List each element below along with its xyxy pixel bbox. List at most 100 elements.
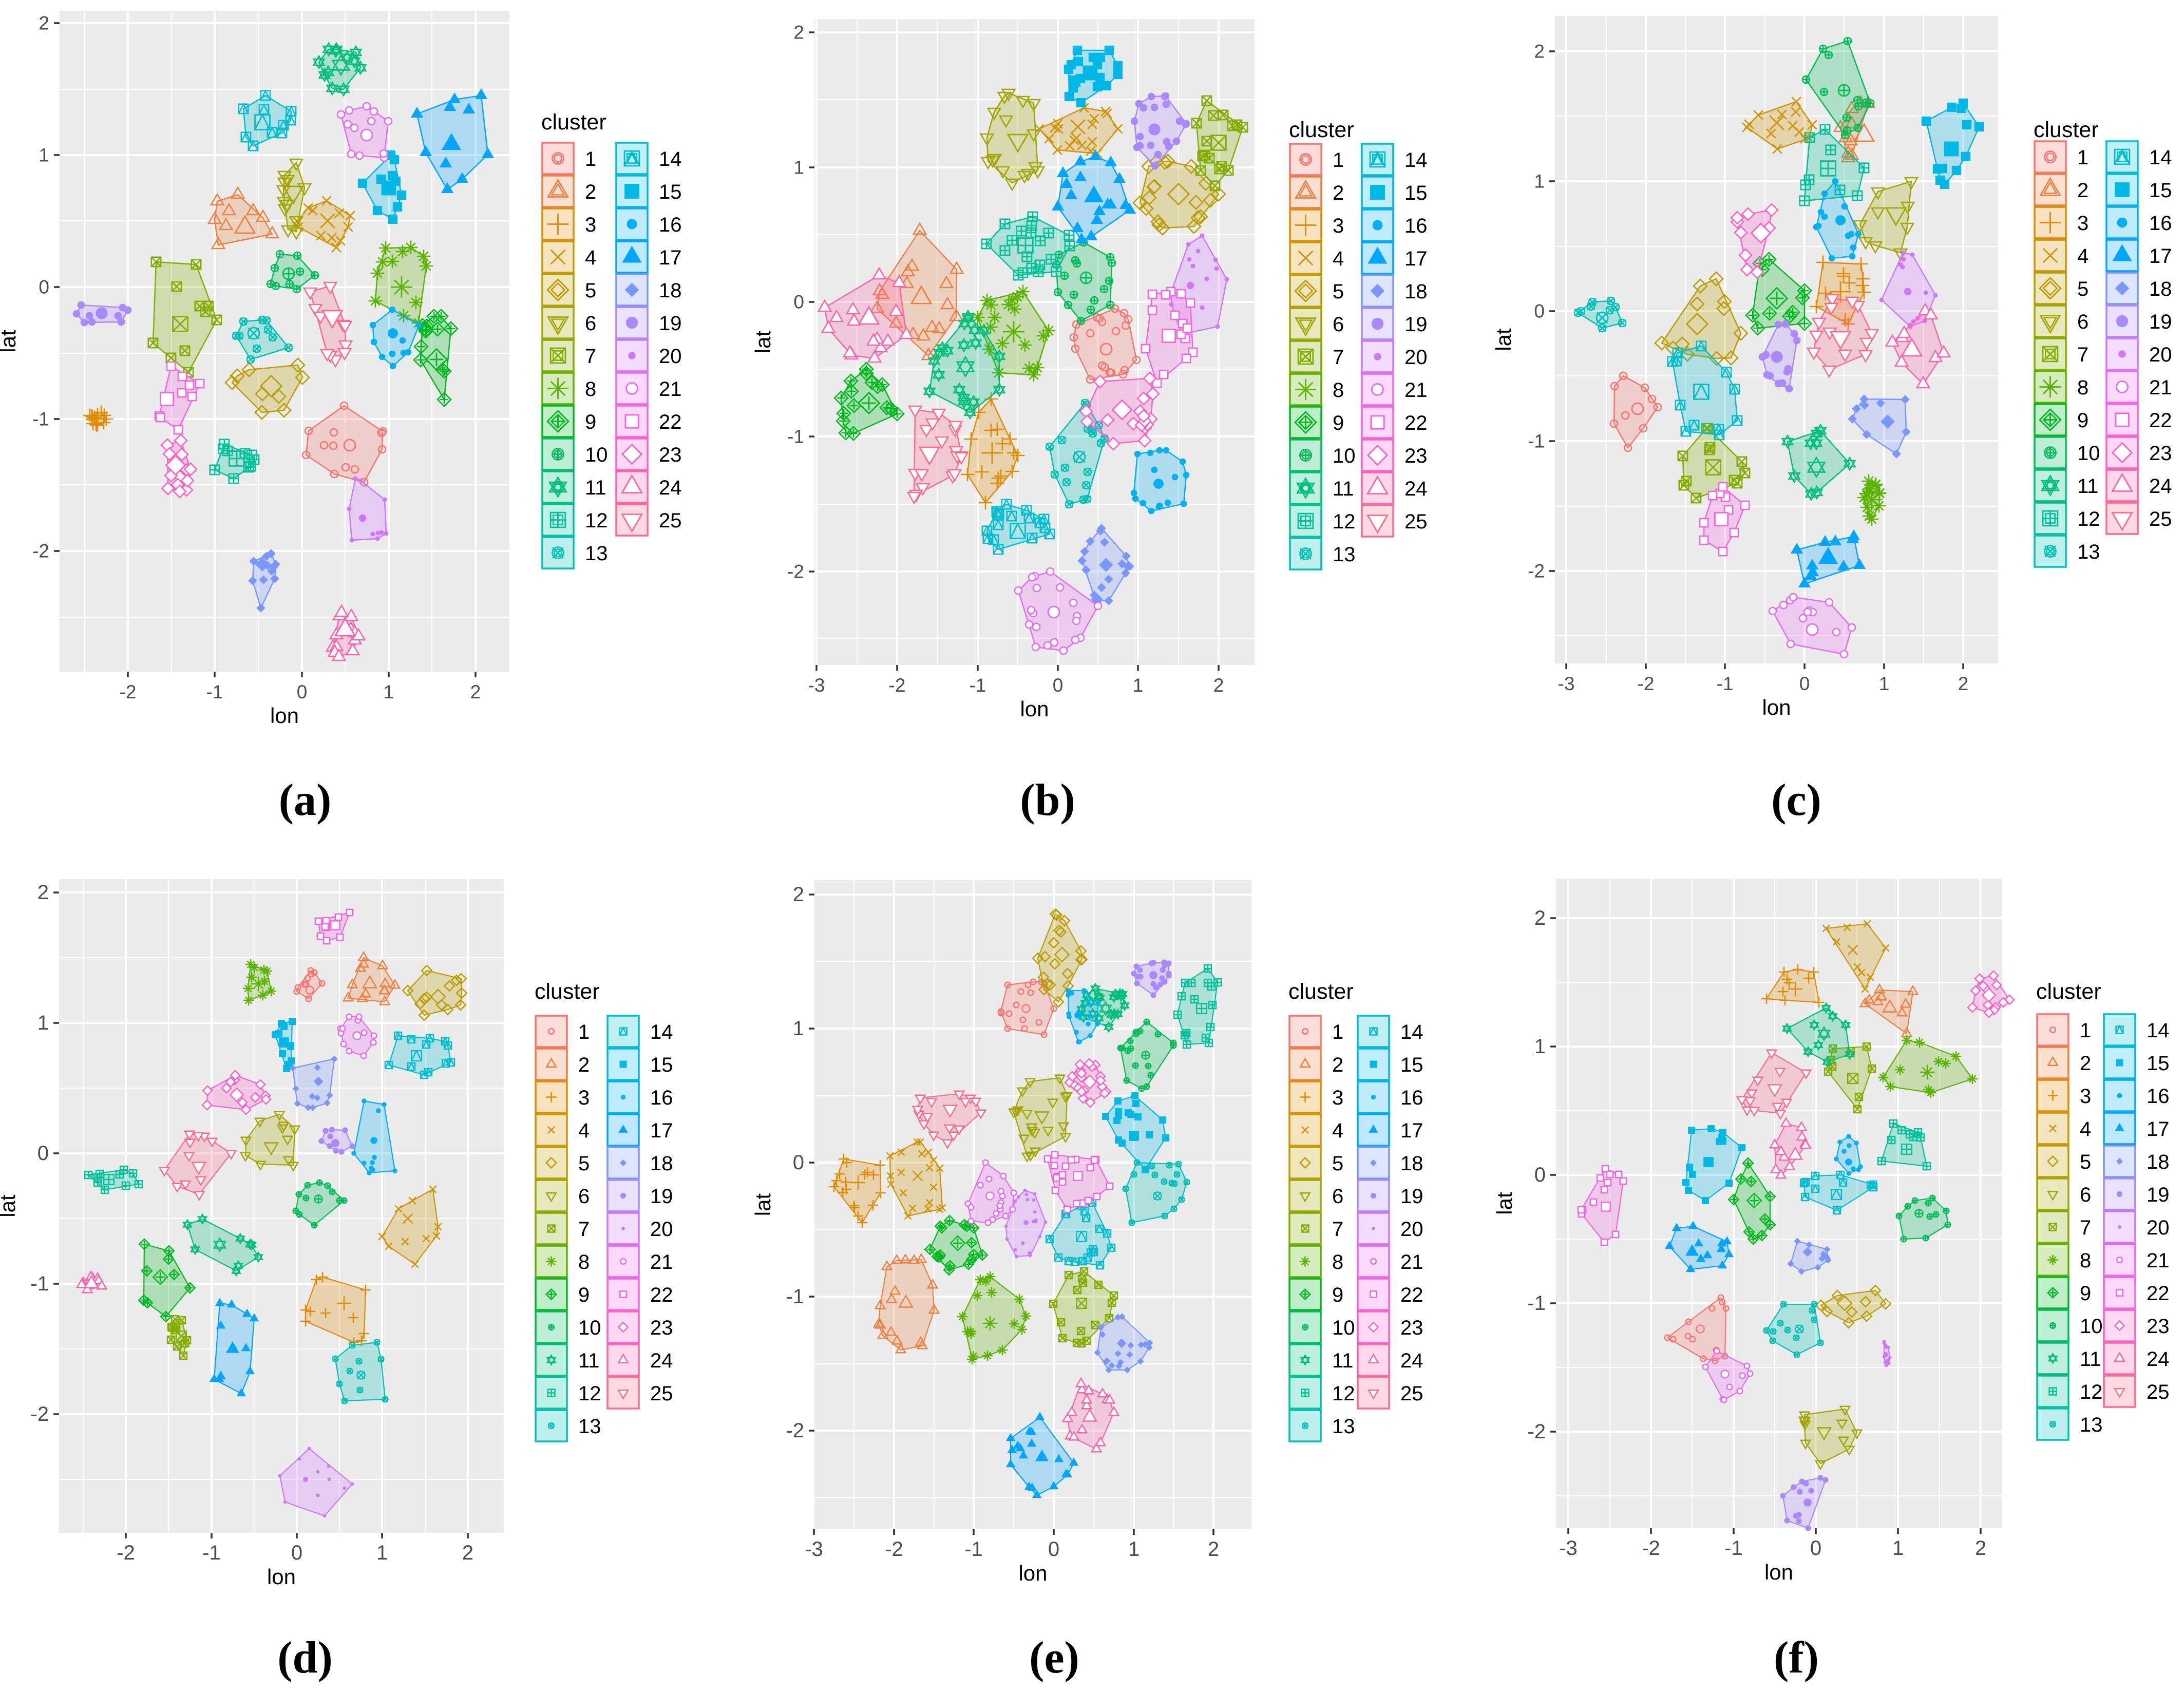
svg-text:-1: -1 bbox=[206, 681, 223, 702]
svg-text:11: 11 bbox=[1333, 478, 1354, 500]
svg-text:22: 22 bbox=[1400, 1284, 1423, 1306]
svg-text:6: 6 bbox=[1332, 1185, 1343, 1208]
svg-text:18: 18 bbox=[1400, 1152, 1423, 1175]
svg-text:20: 20 bbox=[2147, 1216, 2170, 1239]
svg-text:14: 14 bbox=[1400, 1021, 1423, 1043]
svg-text:9: 9 bbox=[1332, 1284, 1343, 1306]
svg-text:4: 4 bbox=[1333, 248, 1344, 270]
svg-text:23: 23 bbox=[2149, 442, 2172, 465]
svg-text:lon: lon bbox=[1762, 695, 1791, 719]
svg-text:-1: -1 bbox=[1717, 673, 1734, 694]
svg-text:1: 1 bbox=[793, 157, 804, 178]
svg-text:cluster: cluster bbox=[541, 110, 606, 135]
svg-text:1: 1 bbox=[1892, 1537, 1904, 1560]
svg-text:5: 5 bbox=[1332, 1152, 1343, 1175]
svg-text:cluster: cluster bbox=[1288, 979, 1354, 1004]
svg-text:8: 8 bbox=[2080, 1249, 2091, 1272]
svg-text:lat: lat bbox=[751, 1193, 775, 1216]
svg-text:lon: lon bbox=[1764, 1560, 1793, 1584]
svg-text:1: 1 bbox=[2080, 1019, 2091, 1042]
svg-text:13: 13 bbox=[1333, 543, 1356, 566]
svg-text:lon: lon bbox=[1018, 1561, 1047, 1585]
svg-text:lon: lon bbox=[267, 1565, 296, 1589]
svg-text:11: 11 bbox=[578, 1349, 600, 1372]
svg-text:10: 10 bbox=[2080, 1315, 2103, 1338]
svg-text:-2: -2 bbox=[117, 1542, 135, 1564]
svg-text:9: 9 bbox=[1333, 412, 1344, 434]
svg-text:22: 22 bbox=[650, 1284, 673, 1306]
svg-text:-1: -1 bbox=[970, 675, 986, 696]
svg-text:12: 12 bbox=[578, 1382, 601, 1405]
svg-text:9: 9 bbox=[2080, 1282, 2091, 1305]
svg-text:1: 1 bbox=[37, 1012, 49, 1034]
svg-text:24: 24 bbox=[659, 477, 682, 499]
svg-text:lon: lon bbox=[1020, 697, 1049, 721]
svg-text:-1: -1 bbox=[1527, 1292, 1546, 1315]
svg-text:-2: -2 bbox=[1638, 673, 1655, 694]
svg-text:8: 8 bbox=[1333, 379, 1344, 402]
svg-text:2: 2 bbox=[585, 181, 596, 203]
svg-text:24: 24 bbox=[650, 1349, 673, 1372]
svg-text:1: 1 bbox=[1534, 171, 1545, 192]
svg-text:5: 5 bbox=[1333, 280, 1344, 303]
svg-text:23: 23 bbox=[2147, 1315, 2170, 1338]
svg-text:6: 6 bbox=[578, 1185, 590, 1208]
svg-text:2: 2 bbox=[1534, 41, 1545, 62]
svg-text:4: 4 bbox=[2080, 1118, 2091, 1140]
svg-text:11: 11 bbox=[585, 477, 606, 499]
svg-text:7: 7 bbox=[1333, 346, 1344, 369]
svg-text:15: 15 bbox=[650, 1054, 673, 1076]
svg-text:-3: -3 bbox=[1559, 1537, 1578, 1560]
svg-text:cluster: cluster bbox=[2036, 979, 2101, 1004]
svg-text:2: 2 bbox=[462, 1542, 473, 1564]
svg-text:6: 6 bbox=[1333, 313, 1344, 336]
svg-text:-3: -3 bbox=[808, 675, 825, 696]
svg-text:0: 0 bbox=[39, 277, 49, 298]
svg-text:-2: -2 bbox=[30, 1403, 49, 1425]
svg-text:12: 12 bbox=[585, 509, 608, 532]
svg-text:-1: -1 bbox=[786, 1285, 804, 1308]
svg-text:23: 23 bbox=[1400, 1317, 1423, 1339]
svg-text:7: 7 bbox=[2077, 344, 2088, 366]
svg-text:16: 16 bbox=[1404, 215, 1428, 237]
svg-text:lat: lat bbox=[1492, 1192, 1516, 1215]
svg-text:1: 1 bbox=[585, 148, 596, 170]
svg-text:17: 17 bbox=[1404, 248, 1428, 270]
svg-text:25: 25 bbox=[2149, 508, 2172, 530]
svg-text:2: 2 bbox=[1333, 182, 1344, 204]
svg-text:1: 1 bbox=[1133, 675, 1144, 696]
svg-text:1: 1 bbox=[384, 681, 394, 702]
svg-text:12: 12 bbox=[1332, 1382, 1355, 1405]
svg-text:2: 2 bbox=[1958, 673, 1969, 694]
svg-text:-1: -1 bbox=[964, 1538, 983, 1561]
svg-text:-1: -1 bbox=[32, 409, 49, 430]
svg-text:0: 0 bbox=[1048, 1538, 1059, 1561]
svg-text:3: 3 bbox=[585, 214, 596, 236]
svg-text:2: 2 bbox=[2080, 1052, 2091, 1075]
svg-text:1: 1 bbox=[39, 145, 49, 166]
svg-text:2: 2 bbox=[1534, 907, 1546, 929]
svg-text:12: 12 bbox=[2080, 1381, 2103, 1403]
svg-text:(d): (d) bbox=[277, 1633, 333, 1683]
svg-text:13: 13 bbox=[2077, 541, 2100, 563]
svg-text:17: 17 bbox=[2149, 245, 2172, 268]
svg-text:lon: lon bbox=[270, 704, 299, 728]
svg-text:-1: -1 bbox=[202, 1542, 221, 1564]
svg-text:19: 19 bbox=[659, 312, 682, 335]
svg-text:10: 10 bbox=[2077, 442, 2100, 465]
svg-text:3: 3 bbox=[2077, 212, 2088, 235]
svg-text:15: 15 bbox=[1400, 1054, 1423, 1076]
svg-text:8: 8 bbox=[578, 1251, 590, 1273]
svg-text:1: 1 bbox=[1128, 1538, 1140, 1561]
svg-text:23: 23 bbox=[650, 1317, 673, 1339]
svg-text:14: 14 bbox=[659, 148, 682, 170]
svg-text:21: 21 bbox=[659, 378, 682, 401]
svg-text:8: 8 bbox=[585, 378, 596, 401]
svg-text:-1: -1 bbox=[1528, 431, 1545, 452]
svg-text:15: 15 bbox=[2149, 179, 2172, 202]
svg-text:20: 20 bbox=[1404, 346, 1428, 369]
svg-text:21: 21 bbox=[1400, 1251, 1423, 1273]
svg-text:10: 10 bbox=[1332, 1317, 1355, 1339]
svg-text:-2: -2 bbox=[786, 1419, 804, 1442]
svg-text:20: 20 bbox=[2149, 344, 2172, 366]
